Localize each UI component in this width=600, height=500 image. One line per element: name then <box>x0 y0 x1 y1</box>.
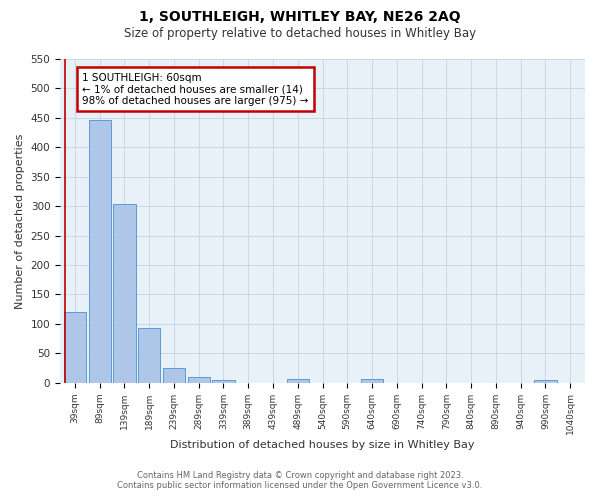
X-axis label: Distribution of detached houses by size in Whitley Bay: Distribution of detached houses by size … <box>170 440 475 450</box>
Bar <box>361 379 383 382</box>
Text: 1, SOUTHLEIGH, WHITLEY BAY, NE26 2AQ: 1, SOUTHLEIGH, WHITLEY BAY, NE26 2AQ <box>139 10 461 24</box>
Bar <box>89 120 111 382</box>
Text: 1 SOUTHLEIGH: 60sqm
← 1% of detached houses are smaller (14)
98% of detached hou: 1 SOUTHLEIGH: 60sqm ← 1% of detached hou… <box>82 72 308 106</box>
Text: Size of property relative to detached houses in Whitley Bay: Size of property relative to detached ho… <box>124 28 476 40</box>
Bar <box>113 204 136 382</box>
Bar <box>138 328 160 382</box>
Bar <box>188 377 210 382</box>
Y-axis label: Number of detached properties: Number of detached properties <box>15 133 25 308</box>
Text: Contains HM Land Registry data © Crown copyright and database right 2023.
Contai: Contains HM Land Registry data © Crown c… <box>118 470 482 490</box>
Bar <box>163 368 185 382</box>
Bar <box>534 380 557 382</box>
Bar <box>212 380 235 382</box>
Bar <box>64 312 86 382</box>
Bar <box>287 379 309 382</box>
